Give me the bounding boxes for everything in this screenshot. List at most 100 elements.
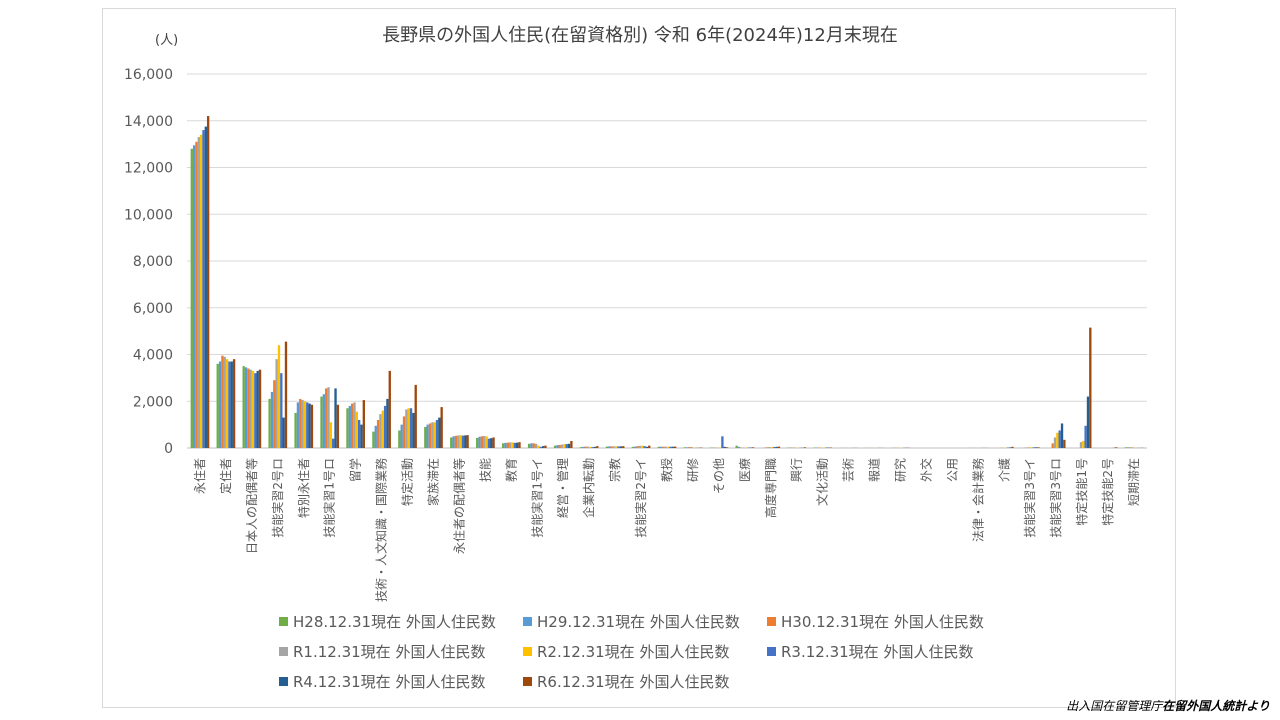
bar (459, 435, 462, 448)
x-tick-label: 日本人の配偶者等 (245, 458, 259, 554)
x-tick-label: 永住者の配偶者等 (452, 458, 466, 554)
bar (1053, 437, 1057, 448)
bar (541, 446, 545, 448)
bar (1082, 440, 1085, 448)
bar (737, 446, 741, 448)
x-tick-label: 短期滞在 (1127, 458, 1141, 506)
x-tick-label: 家族滞在 (425, 458, 440, 506)
bar (228, 361, 231, 448)
bar (567, 443, 571, 448)
bar (1124, 447, 1128, 448)
bar (1089, 327, 1092, 448)
bar (431, 422, 434, 448)
bar (596, 446, 599, 448)
bar (308, 403, 311, 448)
bar (1027, 447, 1031, 448)
x-tick-label: 技能 (478, 458, 492, 482)
bar (563, 444, 566, 448)
x-tick-label: 技能実習2号イ (633, 458, 648, 538)
x-tick-label: 永住者 (193, 458, 207, 494)
x-tick-label: 法律・会計業務 (970, 458, 985, 542)
bar (301, 400, 304, 448)
bar (688, 447, 691, 448)
y-tick-label: 14,000 (124, 114, 173, 130)
bar (452, 436, 455, 448)
bar (584, 446, 587, 448)
x-tick-label: 特定技能1号 (1074, 458, 1089, 526)
bar (480, 436, 484, 448)
x-tick-label: 特別永住者 (296, 458, 311, 518)
bar (336, 404, 340, 448)
bar (199, 134, 203, 448)
bar (671, 446, 675, 448)
bar (355, 411, 358, 448)
y-tick-label: 6,000 (133, 301, 173, 317)
y-tick-label: 12,000 (124, 161, 173, 177)
bar (435, 419, 439, 448)
bar (582, 446, 585, 448)
bar (190, 148, 193, 449)
bar (195, 141, 198, 448)
bar (685, 447, 689, 448)
bar (1011, 446, 1014, 448)
bar (527, 443, 531, 448)
bar (532, 443, 535, 448)
bar (273, 380, 276, 448)
bar (466, 435, 469, 448)
bar (332, 438, 335, 448)
x-tick-label: その他 (712, 458, 726, 494)
bar (450, 437, 453, 448)
x-tick-label: 教授 (659, 458, 674, 482)
bar (379, 414, 382, 448)
x-tick-label: 文化活動 (815, 458, 830, 506)
bar (544, 445, 547, 448)
bar (634, 446, 637, 448)
bar (350, 403, 354, 448)
bar (221, 355, 224, 448)
legend-swatch (767, 647, 776, 656)
bar (483, 436, 486, 448)
bar (440, 407, 443, 448)
bar (284, 341, 288, 448)
y-axis-ticks: 0 2,000 4,000 6,000 8,000 10,000 12,000 14,000 1… (124, 67, 173, 457)
bar (622, 446, 625, 448)
bar (667, 446, 670, 448)
bar (537, 445, 540, 448)
x-tick-label: 外交 (918, 458, 933, 482)
bar (539, 446, 542, 448)
bar (242, 366, 245, 448)
bar (593, 446, 597, 448)
bar (464, 435, 467, 448)
bar (1127, 447, 1130, 448)
y-tick-label: 16,000 (124, 67, 173, 83)
bar (1032, 447, 1035, 448)
bar (277, 345, 281, 448)
bar (683, 447, 686, 448)
chart-frame: 長野県の外国人住民(在留資格別) 令和 6年(2024年)12月末現在 (人) … (102, 8, 1176, 708)
bar (348, 405, 351, 448)
x-tick-label: 芸術 (842, 458, 856, 482)
legend-swatch (767, 617, 776, 626)
bar (454, 435, 458, 448)
bar (558, 444, 561, 448)
bar (1131, 447, 1135, 448)
bar (1030, 447, 1033, 448)
bar (1037, 447, 1040, 448)
bar (1008, 447, 1012, 448)
bar (518, 442, 521, 448)
bar (376, 419, 380, 448)
bar (513, 442, 516, 448)
bar (433, 422, 436, 448)
bar (407, 408, 410, 448)
bar (412, 412, 415, 448)
x-tick-label: 医療 (738, 458, 752, 482)
bar (461, 435, 465, 448)
bar (303, 401, 307, 448)
x-tick-label: 技術・人文知識・国際業務 (374, 458, 389, 602)
bar (570, 440, 573, 448)
bar (372, 431, 375, 448)
y-unit-label: (人) (155, 33, 178, 48)
x-tick-label: 技能実習3号ロ (1048, 458, 1063, 538)
legend-label: R2.12.31現在 外国人住民数 (537, 643, 729, 661)
bar (405, 409, 408, 448)
